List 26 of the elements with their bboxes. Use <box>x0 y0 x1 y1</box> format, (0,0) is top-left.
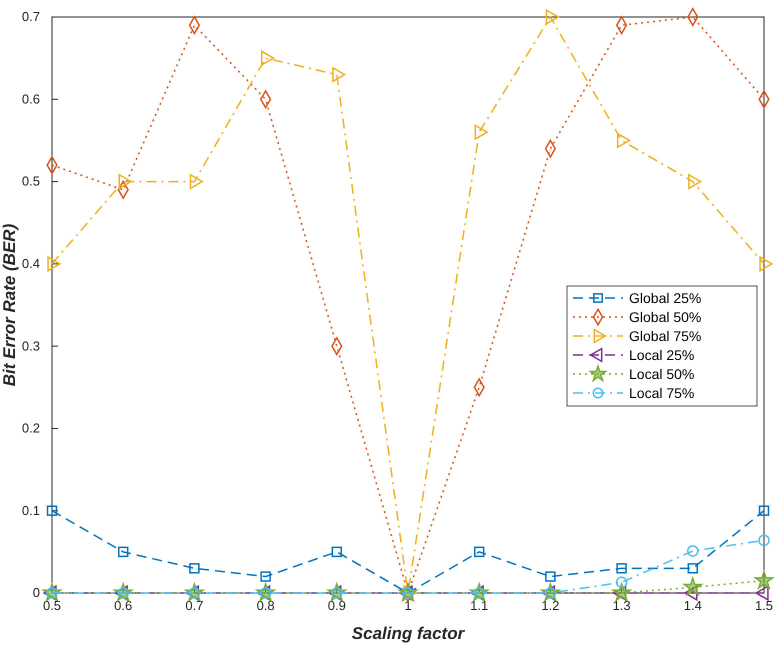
y-tick-label: 0.3 <box>22 338 40 354</box>
y-tick-label: 0.1 <box>22 502 40 518</box>
x-tick-label: 0.5 <box>42 598 62 614</box>
x-tick-label: 0.7 <box>185 598 204 614</box>
x-tick-label: 1.3 <box>612 598 631 614</box>
x-tick-label: 0.6 <box>114 598 132 614</box>
x-tick-label: 1.5 <box>754 598 774 614</box>
x-tick-label: 1.1 <box>470 598 488 614</box>
x-tick-label: 1.4 <box>684 598 702 614</box>
legend-label: Local 25% <box>629 347 694 363</box>
legend-label: Local 75% <box>629 385 694 401</box>
legend-label: Local 50% <box>629 366 694 382</box>
x-tick-label: 1.2 <box>541 598 560 614</box>
x-axis-title: Scaling factor <box>352 624 466 643</box>
legend-label: Global 75% <box>629 328 702 344</box>
legend-label: Global 25% <box>629 290 702 306</box>
x-tick-label: 0.9 <box>328 598 346 614</box>
y-tick-label: 0.4 <box>22 256 40 272</box>
y-tick-label: 0.2 <box>22 420 40 436</box>
y-tick-label: 0 <box>32 585 40 600</box>
y-tick-label: 0.6 <box>22 91 40 106</box>
x-tick-label: 0.8 <box>256 598 275 614</box>
legend-label: Global 50% <box>629 309 702 325</box>
y-axis-title: Bit Error Rate (BER) <box>0 223 19 386</box>
y-tick-label: 0.7 <box>22 9 40 24</box>
y-tick-label: 0.5 <box>22 174 40 189</box>
